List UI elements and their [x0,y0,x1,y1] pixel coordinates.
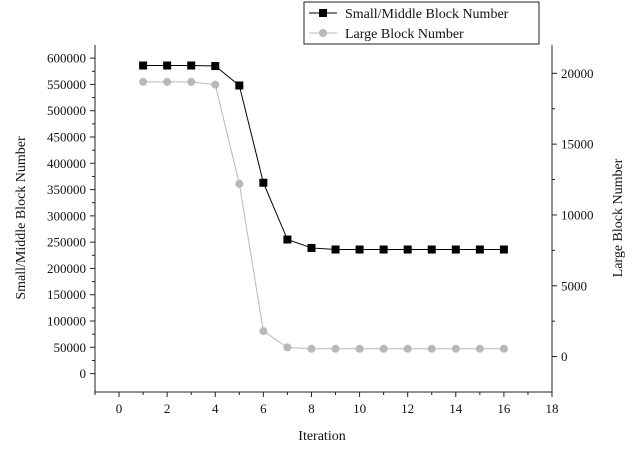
y-left-tick-label: 250000 [47,235,86,250]
legend-label-small-middle: Small/Middle Block Number [345,7,509,22]
data-point-large [451,344,460,353]
data-point-small-middle [235,81,244,90]
data-point-large [355,344,364,353]
data-point-large [235,179,244,188]
right-y-axis-label: Large Block Number [611,158,626,277]
legend-square-marker-icon [319,9,327,17]
data-point-large [403,344,412,353]
y-right-tick-label: 15000 [561,137,594,152]
legend-label-large: Large Block Number [345,27,464,42]
data-point-large [283,343,292,352]
x-tick-label: 2 [164,401,171,416]
y-left-tick-label: 450000 [47,130,86,145]
data-point-large [499,344,508,353]
data-point-small-middle [283,235,292,244]
data-point-small-middle [211,62,220,71]
y-left-tick-label: 400000 [47,156,86,171]
x-tick-label: 6 [260,401,267,416]
data-point-small-middle [379,245,388,254]
series-layer [139,61,508,353]
series-line-large [143,81,504,350]
y-left-tick-label: 150000 [47,287,86,302]
y-right-tick-label: 5000 [561,278,587,293]
y-left-tick-label: 500000 [47,103,86,118]
y-left-tick-label: 200000 [47,261,86,276]
data-point-small-middle [451,245,460,254]
y-left-tick-label: 0 [80,366,87,381]
x-tick-label: 10 [353,401,366,416]
data-point-small-middle [163,61,172,70]
data-point-small-middle [187,61,196,70]
x-tick-label: 16 [497,401,511,416]
data-point-large [331,344,340,353]
data-point-small-middle [259,178,268,187]
data-point-large [139,77,148,86]
data-point-small-middle [499,245,508,254]
left-y-axis-label: Small/Middle Block Number [14,136,29,300]
axes-layer [94,45,553,393]
y-right-tick-label: 20000 [561,66,594,81]
y-right-tick-label: 0 [561,349,568,364]
y-left-tick-label: 350000 [47,182,86,197]
data-point-small-middle [307,243,316,252]
x-tick-label: 14 [449,401,463,416]
data-point-large [187,77,196,86]
data-point-large [259,327,268,336]
data-point-small-middle [427,245,436,254]
x-tick-label: 0 [116,401,123,416]
data-point-large [211,80,220,89]
y-left-tick-label: 300000 [47,208,86,223]
legend: Small/Middle Block Number Large Block Nu… [303,1,540,45]
y-left-tick-label: 550000 [47,77,86,92]
data-point-large [307,344,316,353]
legend-circle-marker-icon [319,29,327,37]
data-point-small-middle [139,61,148,70]
x-axis-label: Iteration [298,429,345,444]
ticks-layer: 0 2 4 6 8 10 12 14 16 180500001000001500002000002… [47,51,594,416]
data-point-large [163,77,172,86]
series-line-small-middle [143,65,504,251]
y-left-tick-label: 600000 [47,51,86,66]
y-right-tick-label: 10000 [561,207,594,222]
data-point-small-middle [355,245,364,254]
x-tick-label: 18 [546,401,559,416]
data-point-small-middle [475,245,484,254]
data-point-large [475,344,484,353]
x-tick-label: 4 [212,401,219,416]
y-left-tick-label: 100000 [47,314,86,329]
data-point-small-middle [331,245,340,254]
legend-box [303,1,540,45]
x-tick-label: 8 [308,401,315,416]
data-point-small-middle [403,245,412,254]
x-tick-label: 12 [401,401,414,416]
data-point-large [379,344,388,353]
y-left-tick-label: 50000 [54,340,87,355]
data-point-large [427,344,436,353]
